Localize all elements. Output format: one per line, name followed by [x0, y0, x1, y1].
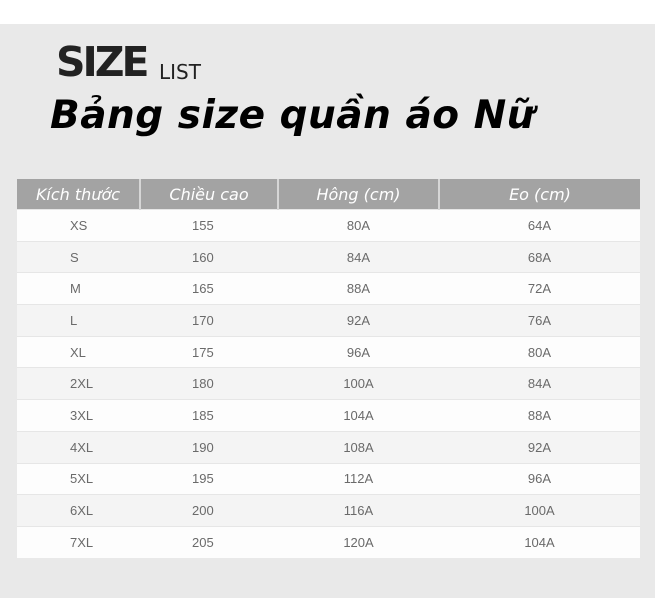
table-cell: 7XL [17, 525, 140, 558]
table-header-row: Kích thước Chiều cao Hông (cm) Eo (cm) [17, 179, 640, 210]
list-heading: LIST [159, 60, 201, 84]
table-row: 5XL 195 112A 96A [17, 462, 640, 495]
table-cell: 175 [140, 335, 278, 368]
table-cell: 100A [439, 494, 640, 527]
table-row: L 170 92A 76A [17, 304, 640, 337]
table-row: 4XL 190 108A 92A [17, 430, 640, 463]
table-row: 2XL 180 100A 84A [17, 367, 640, 400]
table-cell: 80A [278, 209, 439, 242]
table-row: XL 175 96A 80A [17, 335, 640, 368]
table-cell: 116A [278, 494, 439, 527]
table-row: M 165 88A 72A [17, 272, 640, 305]
table-cell: 104A [278, 399, 439, 432]
table-cell: 3XL [17, 399, 140, 432]
column-header: Eo (cm) [438, 179, 640, 210]
table-cell: 84A [439, 367, 640, 400]
table-cell: 4XL [17, 430, 140, 463]
table-cell: 205 [140, 525, 278, 558]
table-row: 7XL 205 120A 104A [17, 525, 640, 558]
size-table: Kích thước Chiều cao Hông (cm) Eo (cm) X… [17, 179, 640, 558]
table-cell: 88A [278, 272, 439, 305]
table-cell: 68A [439, 240, 640, 273]
table-cell: 5XL [17, 462, 140, 495]
table-row: 3XL 185 104A 88A [17, 399, 640, 432]
table-row: XS 155 80A 64A [17, 209, 640, 242]
table-cell: 104A [439, 525, 640, 558]
size-heading: SIZE [56, 38, 150, 86]
table-cell: 72A [439, 272, 640, 305]
table-cell: S [17, 240, 140, 273]
table-cell: 88A [439, 399, 640, 432]
table-cell: M [17, 272, 140, 305]
table-cell: 170 [140, 304, 278, 337]
table-cell: 190 [140, 430, 278, 463]
table-cell: 185 [140, 399, 278, 432]
table-cell: 2XL [17, 367, 140, 400]
table-cell: 6XL [17, 494, 140, 527]
table-cell: 120A [278, 525, 439, 558]
table-cell: 92A [278, 304, 439, 337]
table-cell: 180 [140, 367, 278, 400]
table-cell: 108A [278, 430, 439, 463]
table-row: 6XL 200 116A 100A [17, 494, 640, 527]
table-cell: 195 [140, 462, 278, 495]
table-cell: 165 [140, 272, 278, 305]
table-cell: XS [17, 209, 140, 242]
table-cell: 84A [278, 240, 439, 273]
table-cell: 155 [140, 209, 278, 242]
table-cell: 80A [439, 335, 640, 368]
table-cell: 96A [278, 335, 439, 368]
page-title: Bảng size quần áo Nữ [50, 93, 536, 138]
column-header: Kích thước [17, 179, 140, 210]
table-cell: 200 [140, 494, 278, 527]
table-cell: 96A [439, 462, 640, 495]
column-header: Chiều cao [139, 179, 278, 210]
column-header: Hông (cm) [277, 179, 439, 210]
table-cell: 92A [439, 430, 640, 463]
table-cell: XL [17, 335, 140, 368]
table-cell: 160 [140, 240, 278, 273]
table-cell: 100A [278, 367, 439, 400]
table-cell: 64A [439, 209, 640, 242]
table-row: S 160 84A 68A [17, 240, 640, 273]
table-cell: 112A [278, 462, 439, 495]
table-cell: L [17, 304, 140, 337]
table-cell: 76A [439, 304, 640, 337]
